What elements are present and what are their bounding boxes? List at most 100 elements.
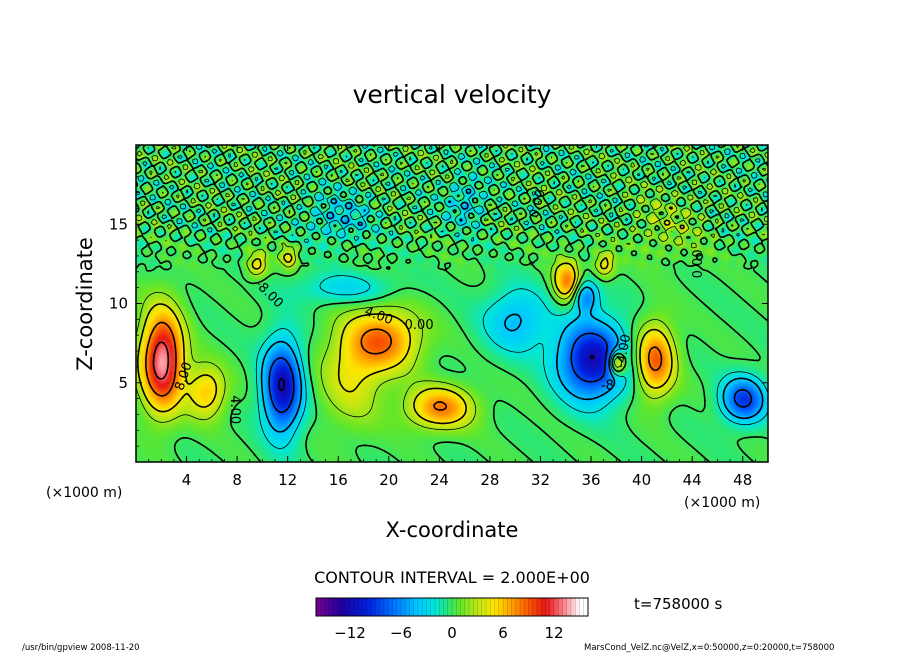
colorbar-segment — [333, 598, 338, 616]
footer-left: /usr/bin/gpview 2008-11-20 — [22, 643, 140, 653]
velocity-field — [136, 145, 768, 462]
colorbar-segment — [486, 598, 491, 616]
y-axis: 5 10 15 — [109, 160, 768, 447]
colorbar-segment — [503, 598, 508, 616]
contour-label: 0.00 — [527, 188, 549, 220]
colorbar-segment — [341, 598, 347, 616]
colorbar-segment — [549, 598, 555, 616]
colorbar-segment — [328, 598, 334, 616]
colorbar-segment — [316, 598, 321, 616]
x-tick-label: 16 — [329, 471, 348, 489]
contour-level-8 — [145, 321, 663, 411]
colorbar-segment — [371, 598, 376, 616]
colorbar-segment — [537, 598, 542, 616]
colorbar-segment — [350, 598, 355, 616]
x-tick-label: 32 — [531, 471, 550, 489]
colorbar-segment — [362, 598, 368, 616]
contour-lines — [136, 145, 768, 462]
chart-title: vertical velocity — [353, 80, 552, 109]
colorbar-segment — [511, 598, 517, 616]
colorbar-segment — [490, 598, 495, 616]
x-tick-label: 36 — [581, 471, 600, 489]
colorbar: −12 −6 0 6 12 — [315, 597, 589, 642]
colorbar-segment — [498, 598, 504, 616]
colorbar-segment — [447, 598, 453, 616]
colorbar-segment — [354, 598, 359, 616]
colorbar-segment — [452, 598, 457, 616]
contour-label: 4.00 — [227, 395, 242, 424]
x-tick-label: 24 — [430, 471, 449, 489]
colorbar-segment — [443, 598, 449, 616]
colorbar-segment — [520, 598, 525, 616]
contour-label: -8 — [601, 378, 614, 393]
contour-level-12 — [152, 341, 170, 380]
colorbar-tick-label: 0 — [447, 624, 457, 642]
contour-interval-label: CONTOUR INTERVAL = 2.000E+00 — [314, 568, 590, 587]
contour-level-neg2 — [136, 145, 768, 449]
colorbar-segment — [324, 598, 330, 616]
colorbar-segment — [473, 598, 478, 616]
colorbar-segment — [439, 598, 444, 616]
colorbar-segment — [392, 598, 398, 616]
plot-area: 8.004.00-8.004.00 0.000.00-4.00-80.00 — [135, 144, 769, 463]
colorbar-segment — [413, 598, 419, 616]
colorbar-segment — [541, 598, 546, 616]
y-tick-label: 10 — [109, 295, 128, 313]
colorbar-segment — [418, 598, 423, 616]
x-axis: 4 8 12 16 20 24 28 32 36 40 44 48 — [148, 145, 756, 489]
colorbar-segment — [554, 598, 559, 616]
colorbar-segment — [396, 598, 402, 616]
colorbar-segment — [405, 598, 410, 616]
colorbar-segment — [367, 598, 372, 616]
contour-label: 0.00 — [405, 318, 434, 333]
footer-right: MarsCond_VelZ.nc@VelZ,x=0:50000,z=0:2000… — [584, 643, 834, 653]
colorbar-segment — [456, 598, 461, 616]
colorbar-segment — [375, 598, 381, 616]
colorbar-segment — [571, 598, 576, 616]
colorbar-segment — [460, 598, 466, 616]
colorbar-segment — [579, 598, 585, 616]
colorbar-segment — [558, 598, 563, 616]
x-tick-label: 48 — [733, 471, 752, 489]
colorbar-segment — [379, 598, 385, 616]
colorbar-segment — [388, 598, 393, 616]
x-unit-left: (×1000 m) — [46, 485, 122, 501]
colorbar-segment — [401, 598, 406, 616]
colorbar-segment — [435, 598, 440, 616]
colorbar-segment — [507, 598, 512, 616]
colorbar-tick-label: −6 — [390, 624, 412, 642]
colorbar-segment — [358, 598, 364, 616]
colorbar-segment — [515, 598, 521, 616]
colorbar-segment — [562, 598, 568, 616]
contour-level-neg12 — [278, 355, 595, 392]
x-tick-label: 40 — [632, 471, 651, 489]
colorbar-segment — [575, 598, 580, 616]
x-tick-label: 28 — [480, 471, 499, 489]
colorbar-tick-label: −12 — [334, 624, 366, 642]
contour-level-neg8 — [268, 332, 753, 414]
x-unit-right: (×1000 m) — [684, 495, 760, 511]
contour-labels: 8.004.00-8.004.00 0.000.00-4.00-80.00 — [172, 188, 706, 424]
y-axis-label: Z-coordinate — [73, 237, 97, 371]
colorbar-segment — [430, 598, 436, 616]
colorbar-segment — [384, 598, 389, 616]
y-tick-label: 15 — [109, 215, 128, 233]
contour-label: 0.00 — [691, 249, 706, 278]
contour-level-4 — [137, 204, 685, 425]
colorbar-segment — [532, 598, 538, 616]
contour-label: -4.00 — [614, 333, 635, 369]
x-axis-label: X-coordinate — [386, 518, 519, 542]
colorbar-segment — [422, 598, 427, 616]
colorbar-tick-label: 6 — [498, 624, 508, 642]
x-tick-label: 44 — [683, 471, 702, 489]
contour-level-neg4 — [260, 188, 764, 433]
colorbar-segment — [469, 598, 474, 616]
y-tick-label: 5 — [118, 374, 128, 392]
colorbar-segment — [494, 598, 500, 616]
colorbar-tick-label: 12 — [544, 624, 563, 642]
colorbar-segment — [528, 598, 534, 616]
colorbar-segment — [426, 598, 432, 616]
colorbar-segment — [481, 598, 487, 616]
x-tick-label: 4 — [182, 471, 192, 489]
